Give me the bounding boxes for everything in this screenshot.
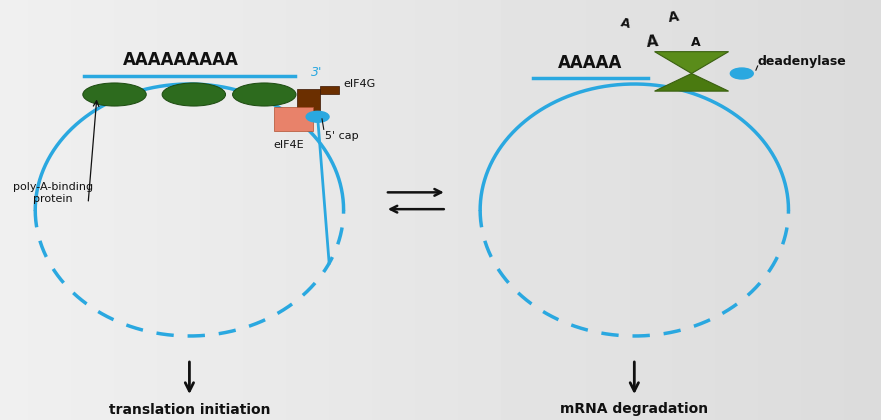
FancyBboxPatch shape — [297, 89, 320, 114]
FancyBboxPatch shape — [273, 107, 313, 131]
Ellipse shape — [233, 83, 296, 106]
Text: eIF4G: eIF4G — [344, 79, 376, 89]
Text: A: A — [668, 9, 680, 24]
Text: AAAAA: AAAAA — [558, 54, 623, 72]
Circle shape — [307, 111, 329, 122]
Polygon shape — [655, 52, 729, 74]
Circle shape — [730, 68, 753, 79]
Ellipse shape — [83, 83, 146, 106]
Polygon shape — [655, 74, 729, 91]
Text: 3': 3' — [311, 66, 322, 79]
Text: 5' cap: 5' cap — [324, 131, 359, 141]
Text: eIF4E: eIF4E — [274, 140, 304, 150]
Text: A: A — [619, 16, 632, 31]
Text: translation initiation: translation initiation — [108, 402, 270, 417]
Ellipse shape — [162, 83, 226, 106]
FancyBboxPatch shape — [320, 86, 339, 94]
Text: A: A — [692, 36, 700, 48]
Text: AAAAAAAAA: AAAAAAAAA — [122, 51, 239, 69]
Text: deadenylase: deadenylase — [758, 55, 847, 68]
Text: poly-A-binding
protein: poly-A-binding protein — [13, 182, 93, 204]
Text: mRNA degradation: mRNA degradation — [560, 402, 708, 417]
Text: A: A — [646, 34, 658, 50]
